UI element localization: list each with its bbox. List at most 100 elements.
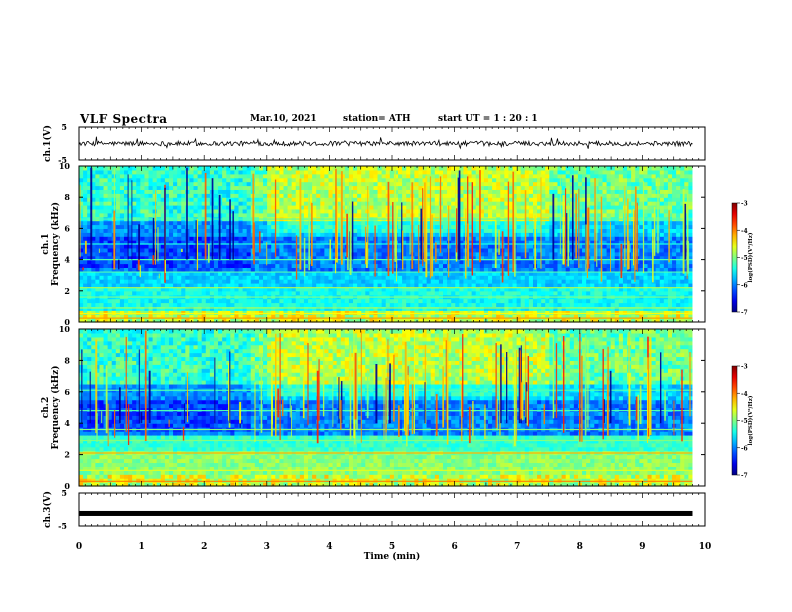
spectrogram-cell xyxy=(107,283,113,288)
spectrogram-cell xyxy=(144,205,150,210)
spectrogram-cell xyxy=(487,220,493,226)
spectrogram-cell xyxy=(389,169,395,175)
spectrogram-cell xyxy=(463,169,469,175)
spectrogram-cell xyxy=(91,232,96,237)
spectrogram-cell xyxy=(295,298,301,304)
spectrogram-cell xyxy=(128,173,133,179)
spectrogram-cell xyxy=(156,318,162,323)
spectrogram-cell xyxy=(177,251,182,257)
spectrogram-cell xyxy=(467,232,473,237)
spectrogram-cell xyxy=(308,247,313,253)
spectrogram-cell xyxy=(483,189,489,194)
spectrogram-cell xyxy=(528,212,534,218)
spectrogram-cell xyxy=(156,166,162,171)
spectrogram-cell xyxy=(557,302,563,307)
spectrogram-cell xyxy=(99,244,105,249)
spectrogram-cell xyxy=(144,181,150,187)
spectrogram-cell xyxy=(258,267,264,272)
spectrogram-cell xyxy=(160,255,166,261)
spectrogram-cell xyxy=(418,306,424,311)
spectrogram-cell xyxy=(197,193,203,198)
spectrogram-cell xyxy=(541,259,546,265)
spectrogram-cell xyxy=(283,290,289,296)
spectrogram-cell xyxy=(373,302,379,307)
spectrogram-cell xyxy=(447,205,452,210)
spectrogram-cell xyxy=(213,251,219,257)
spectrogram-cell xyxy=(189,173,195,179)
spectrogram-cell xyxy=(238,232,244,237)
spectrogram-cell xyxy=(218,177,223,183)
spectrogram-cell xyxy=(312,314,317,319)
spectrogram-cell xyxy=(541,251,546,257)
spectrogram-cell xyxy=(545,279,550,284)
spectrogram-cell xyxy=(377,290,383,296)
spectrogram-cell xyxy=(418,279,424,284)
spectrogram-cell xyxy=(410,177,415,183)
spectrogram-cell xyxy=(201,189,207,194)
spectrogram-cell xyxy=(516,205,522,210)
spectrogram-cell xyxy=(115,255,121,261)
spectrogram-cell xyxy=(213,228,219,233)
spectrogram-cell xyxy=(279,197,285,202)
spectrogram-cell xyxy=(471,240,477,245)
spectrogram-cell xyxy=(487,263,493,268)
spectrogram-cell xyxy=(422,314,428,319)
spectrogram-cell xyxy=(152,224,158,229)
spectrogram-cell xyxy=(545,197,550,202)
spectrogram-cell xyxy=(455,283,460,288)
spectrogram-cell xyxy=(209,279,215,284)
spectrogram-cell xyxy=(148,298,154,304)
spectrogram-cell xyxy=(258,247,264,253)
spectrogram-cell xyxy=(561,283,567,288)
spectrogram-cell xyxy=(95,298,101,304)
spectrogram-cell xyxy=(361,290,366,296)
spectrogram-cell xyxy=(91,208,96,214)
spectrogram-cell xyxy=(336,298,342,304)
spectrogram-cell xyxy=(144,259,150,265)
spectrogram-cell xyxy=(132,302,137,307)
spectrogram-cell xyxy=(340,306,346,311)
spectrogram-cell xyxy=(426,240,432,245)
spectrogram-cell xyxy=(422,306,428,311)
spectrogram-cell xyxy=(438,255,444,261)
spectrogram-cell xyxy=(463,286,469,292)
spectrogram-cell xyxy=(201,290,207,296)
spectrogram-cell xyxy=(303,236,309,241)
spectrogram-cell xyxy=(91,220,96,226)
spectrogram-cell xyxy=(95,197,101,202)
spectrogram-cell xyxy=(487,298,493,304)
spectrogram-cell xyxy=(205,185,211,190)
spectrogram-cell xyxy=(119,255,125,261)
spectrogram-cell xyxy=(148,236,154,241)
spectrogram-cell xyxy=(119,283,125,288)
spectrogram-cell xyxy=(328,310,334,315)
spectrogram-cell xyxy=(487,267,493,272)
spectrogram-cell xyxy=(508,306,514,311)
spectrogram-cell xyxy=(520,236,526,241)
spectrogram-cell xyxy=(324,310,330,315)
spectrogram-cell xyxy=(132,318,137,323)
spectrogram-cell xyxy=(222,224,227,229)
spectrogram-cell xyxy=(263,255,268,261)
spectrogram-cell xyxy=(234,220,240,226)
spectrogram-cell xyxy=(242,318,248,323)
spectrogram-cell xyxy=(128,283,133,288)
spectrogram-cell xyxy=(365,169,370,175)
spectrogram-cell xyxy=(398,318,403,323)
spectrogram-cell xyxy=(279,220,285,226)
spectrogram-cell xyxy=(168,220,174,226)
spectrogram-cell xyxy=(496,302,501,307)
spectrogram-cell xyxy=(173,177,178,183)
spectrogram-cell xyxy=(532,318,538,323)
spectrogram-cell xyxy=(156,240,162,245)
spectrogram-cell xyxy=(177,290,182,296)
spectrogram-cell xyxy=(242,189,248,194)
spectrogram-cell xyxy=(430,279,436,284)
spectrogram-cell xyxy=(459,181,465,187)
spectrogram-cell xyxy=(545,224,550,229)
spectrogram-cell xyxy=(406,169,411,175)
spectrogram-cell xyxy=(283,193,289,198)
spectrogram-cell xyxy=(316,166,321,171)
spectrogram-cell xyxy=(287,283,293,288)
spectrogram-cell xyxy=(443,314,448,319)
